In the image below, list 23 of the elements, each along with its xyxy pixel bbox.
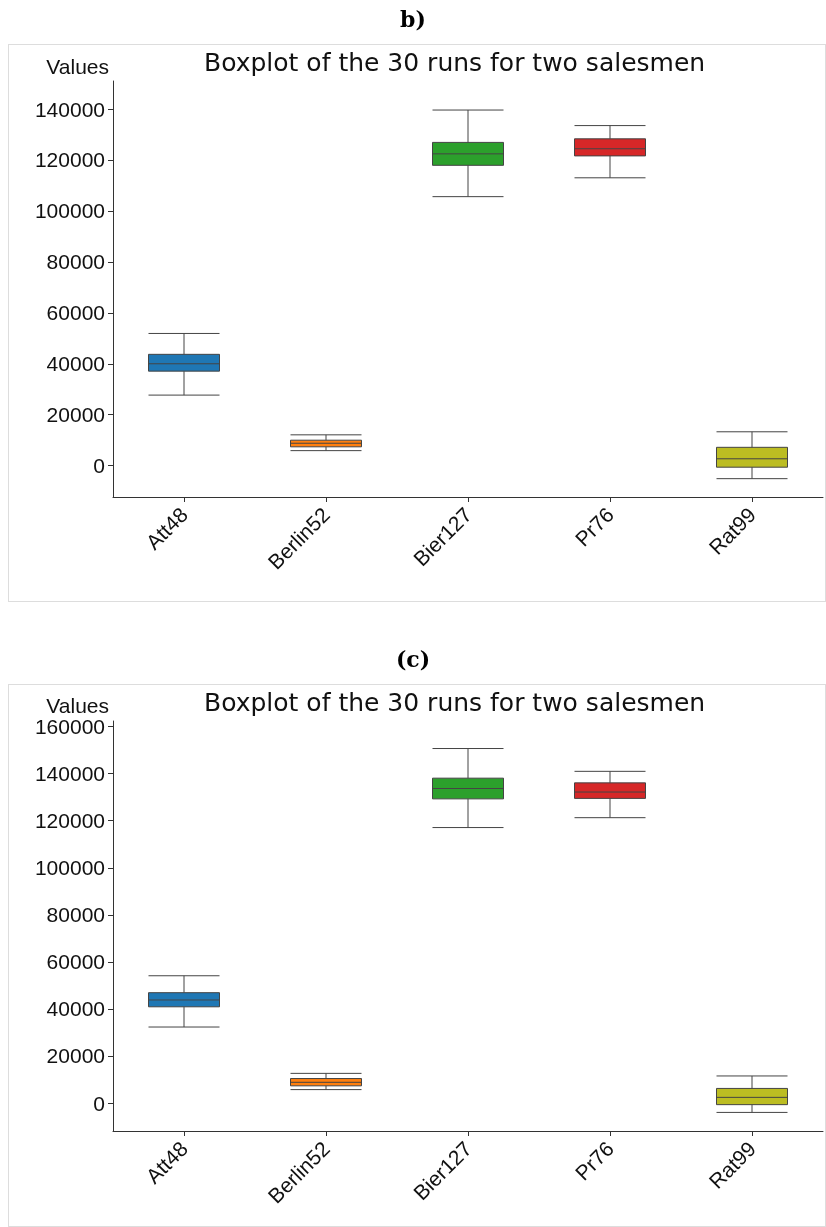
y-tick-label: 100000 — [34, 856, 105, 880]
y-tick-label: 140000 — [34, 97, 105, 121]
y-tick-label: 0 — [93, 454, 105, 478]
y-tick-label: 60000 — [46, 301, 105, 325]
y-tick-label: 40000 — [46, 997, 105, 1021]
chart-title: (c) — [394, 646, 432, 672]
y-tick-label: 120000 — [34, 809, 105, 833]
chart-subtitle: Boxplot of the 30 runs for two salesmen — [204, 48, 706, 77]
y-tick-label: 160000 — [34, 715, 105, 739]
y-tick-label: 0 — [93, 1091, 105, 1115]
y-tick-label: 60000 — [46, 950, 105, 974]
y-tick-label: 80000 — [46, 903, 105, 927]
chart-title: b) — [399, 6, 427, 32]
y-tick-label: 140000 — [34, 762, 105, 786]
chart-subtitle: Boxplot of the 30 runs for two salesmen — [204, 688, 706, 717]
y-tick-label: 20000 — [46, 1044, 105, 1068]
y-tick-label: 120000 — [34, 148, 105, 172]
y-tick-label: 40000 — [46, 352, 105, 376]
y-tick-label: 80000 — [46, 250, 105, 274]
y-axis-title: Values — [46, 694, 109, 718]
y-tick-label: 20000 — [46, 403, 105, 427]
y-axis-title: Values — [46, 55, 109, 78]
y-tick-label: 100000 — [34, 199, 105, 223]
